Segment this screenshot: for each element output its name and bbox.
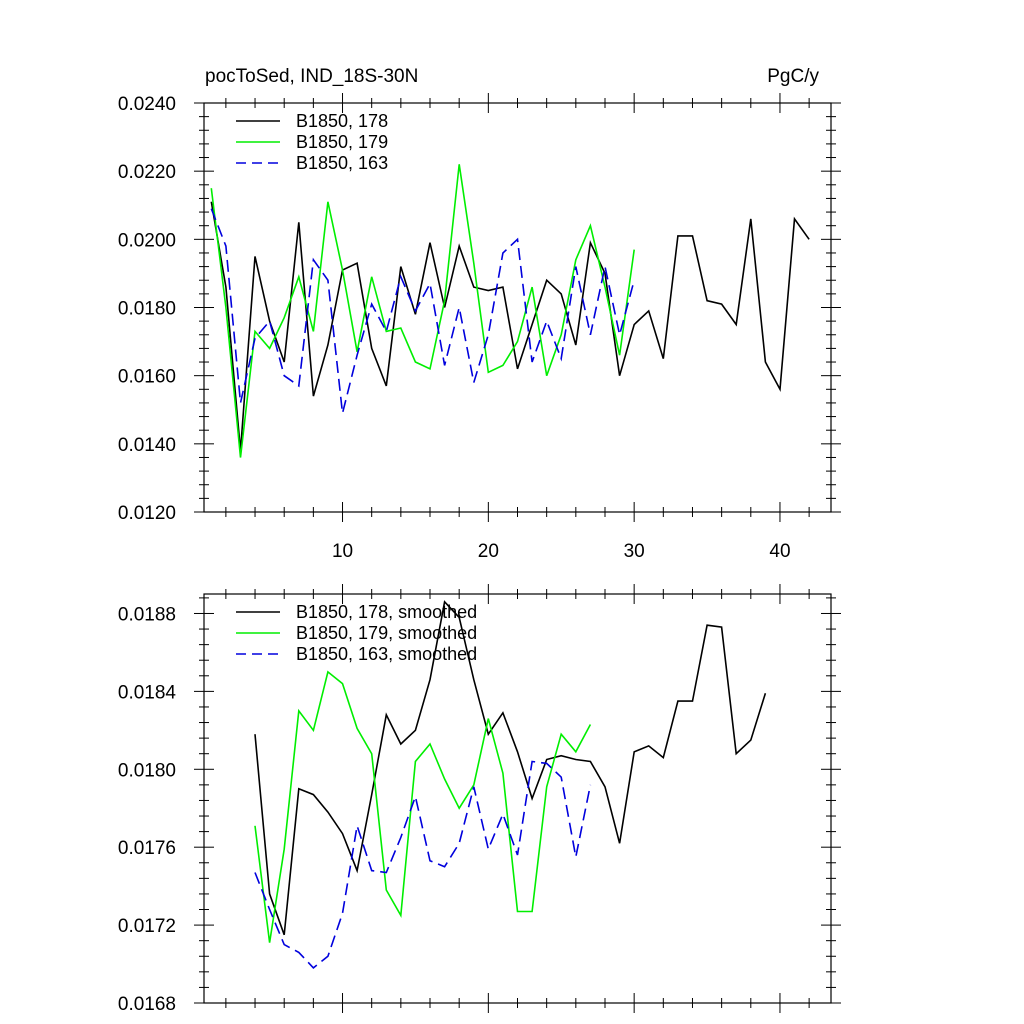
legend-label: B1850, 178 (296, 111, 388, 131)
top-panel: 10 20 30 40 0.0120 0.0140 0.0160 0.0180 0.0200 0.… (118, 93, 841, 562)
x-tick-label: 40 (769, 541, 790, 562)
series-line-2 (210, 208, 635, 414)
y-tick-label: 0.0220 (118, 162, 176, 183)
x-tick-label: 30 (624, 541, 645, 562)
y-tick-label: 0.0160 (118, 367, 176, 388)
y-tick-label: 0.0172 (118, 916, 176, 937)
bottom-panel: 0.0168 0.0172 0.0176 0.0180 0.0184 0.0188 B185… (118, 584, 841, 1015)
legend-label: B1850, 179 (296, 132, 388, 152)
series-line-1 (254, 670, 592, 943)
y-tick-label: 0.0176 (118, 838, 176, 859)
y-tick-label: 0.0140 (118, 435, 176, 456)
y-tick-label: 0.0200 (118, 230, 176, 251)
legend-label: B1850, 163 (296, 153, 388, 173)
legend-label: B1850, 163, smoothed (296, 644, 477, 664)
y-tick-label: 0.0168 (118, 994, 176, 1015)
y-tick-label: 0.0184 (118, 682, 177, 703)
chart-title: pocToSed, IND_18S-30N (205, 66, 418, 87)
series-line-0 (254, 600, 767, 936)
y-tick-label: 0.0180 (118, 760, 176, 781)
legend-label: B1850, 179, smoothed (296, 623, 477, 643)
series-line-2 (254, 760, 592, 969)
y-tick-label: 0.0188 (118, 604, 176, 625)
y-tick-label: 0.0240 (118, 94, 176, 115)
y-tick-label: 0.0120 (118, 503, 176, 524)
y-tick-label: 0.0180 (118, 299, 176, 320)
chart-units: PgC/y (767, 66, 819, 87)
series-line-0 (210, 201, 810, 451)
x-tick-label: 20 (478, 541, 499, 562)
x-tick-label: 10 (332, 541, 353, 562)
series-line-1 (210, 164, 635, 458)
legend-label: B1850, 178, smoothed (296, 602, 477, 622)
